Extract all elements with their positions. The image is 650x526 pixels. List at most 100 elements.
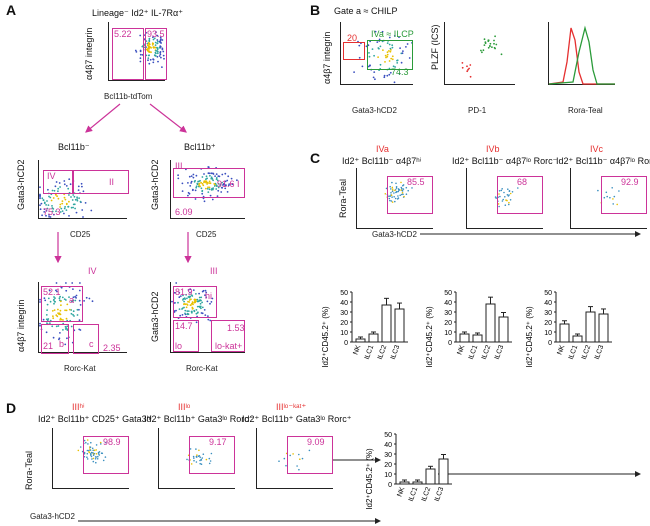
category-label: ILC2 (421, 486, 433, 502)
scatter-dot (68, 200, 70, 203)
axis-label-x: CD25 (70, 230, 91, 239)
scatter-dot (45, 209, 48, 212)
scatter-dot (52, 336, 55, 339)
axis-label-x: Rora-Teal (568, 106, 603, 115)
scatter-dot (141, 54, 144, 56)
scatter-dot (369, 64, 371, 67)
scatter-dot (192, 455, 195, 458)
scatter-dot (461, 66, 464, 69)
scatter-dot (157, 60, 159, 63)
scatter-dot (491, 46, 493, 48)
scatter-dot (139, 49, 142, 52)
scatter-dot (613, 195, 616, 198)
scatter-dot (68, 178, 71, 181)
scatter-dot (195, 300, 197, 303)
scatter-dot (194, 189, 197, 192)
scatter-dot (175, 282, 178, 284)
subplot-title: IV (88, 266, 97, 276)
scatter-dot (51, 310, 54, 312)
scatter-dot (68, 215, 70, 217)
scatter-dot (358, 44, 361, 47)
scatter-dot (216, 195, 219, 197)
scatter-dot (47, 188, 49, 191)
scatter-dot (217, 189, 220, 192)
scatter-dot (66, 303, 69, 306)
scatter-dot (49, 300, 52, 303)
gate-value: 9.17 (209, 437, 227, 447)
panel-b-plot-1: 20 IVa ≈ ILCP 74.3 (340, 22, 414, 85)
scatter-dot (230, 177, 233, 180)
scatter-dot (395, 191, 397, 194)
scatter-dot (400, 61, 403, 64)
scatter-dot (89, 446, 92, 448)
scatter-dot (148, 46, 151, 48)
scatter-dot (85, 296, 88, 299)
scatter-dot (221, 173, 224, 176)
y-tick-label: 10 (444, 330, 452, 337)
scatter-dot (386, 55, 389, 58)
scatter-dot (390, 192, 392, 194)
scatter-dot (156, 39, 159, 41)
category-label: ILC1 (364, 344, 376, 360)
scatter-dot (156, 34, 159, 37)
scatter-dot (85, 441, 87, 444)
scatter-dot (58, 338, 60, 341)
scatter-dot (195, 448, 197, 450)
gate-label: lo (175, 341, 183, 351)
gate-value: 74.3 (391, 67, 409, 77)
scatter-dots (494, 187, 519, 208)
scatter-dot (63, 298, 66, 300)
scatter-dot (196, 182, 199, 185)
scatter-dot (90, 455, 93, 458)
scatter-dot (391, 201, 394, 203)
scatter-dot (72, 313, 74, 316)
scatter-dot (89, 448, 91, 450)
scatter-dot (399, 47, 401, 49)
scatter-dot (171, 300, 173, 303)
scatter-dot (506, 194, 509, 196)
scatter-dot (399, 194, 401, 197)
gate-box (73, 324, 99, 354)
subset-plot: 9.09 (256, 428, 333, 489)
scatter-dot (207, 186, 209, 189)
bar (498, 316, 509, 343)
bar (368, 333, 379, 343)
scatter-dot (204, 180, 207, 183)
scatter-dot (57, 197, 60, 200)
scatter-dot (196, 298, 199, 301)
scatter-dot (200, 187, 203, 190)
scatter-dot (353, 71, 355, 73)
scatter-dot (63, 180, 66, 182)
scatter-dot (206, 177, 208, 180)
scatter-dot (296, 465, 298, 467)
scatter-dot (208, 462, 211, 465)
scatter-dot (42, 199, 45, 202)
scatter-dot (207, 172, 210, 175)
bar (585, 311, 596, 343)
scatter-dot (377, 47, 380, 49)
subset-plot: 92.9 (570, 168, 647, 229)
bar (381, 304, 392, 343)
scatter-dot (70, 300, 73, 303)
scatter-dot (178, 308, 181, 310)
scatter-dot (186, 313, 189, 316)
scatter-dot (210, 301, 213, 303)
scatter-dot (200, 463, 203, 465)
scatter-dot (64, 309, 66, 312)
scatter-dot (497, 203, 500, 205)
scatter-dot (95, 456, 97, 458)
bar (425, 468, 436, 485)
scatter-dot (59, 206, 61, 208)
scatter-dot (502, 198, 504, 201)
scatter-dot (41, 214, 43, 217)
scatter-dot (397, 188, 400, 190)
scatter-dot (193, 459, 195, 462)
scatter-dot (193, 298, 196, 301)
scatter-dot (201, 301, 203, 304)
scatter-dot (139, 53, 142, 56)
scatter-dot (156, 50, 159, 53)
gate-box (173, 286, 217, 318)
scatter-dot (292, 453, 294, 455)
scatter-dot (92, 452, 94, 454)
gate-value: 5.22 (114, 29, 132, 39)
